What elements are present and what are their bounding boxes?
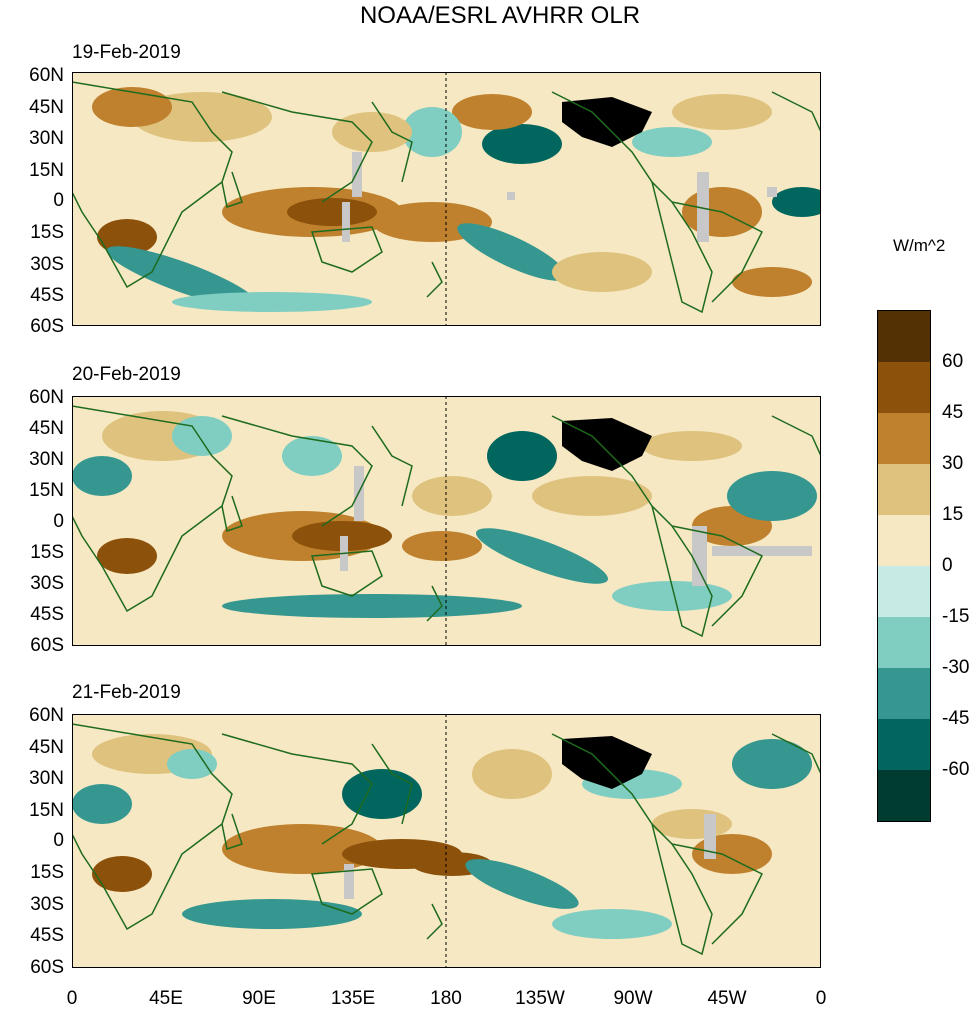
lon-label: 135E	[330, 988, 376, 1009]
lat-label: 45S	[30, 604, 64, 625]
lat-label: 15N	[29, 800, 64, 821]
lon-label: 0	[66, 988, 78, 1009]
lat-label: 60S	[30, 316, 64, 337]
colorbar-box	[878, 668, 930, 719]
lat-label: 60N	[29, 65, 64, 86]
lat-label: 45N	[29, 737, 64, 758]
colorbar-tick-label: 60	[942, 351, 964, 372]
colorbar	[877, 310, 931, 822]
lat-label: 30N	[29, 768, 64, 789]
lat-label: 30N	[29, 128, 64, 149]
colorbar-box	[878, 617, 930, 668]
lat-label: 15S	[30, 542, 64, 563]
colorbar-tick-label: -45	[942, 708, 970, 729]
colorbar-tick-label: 0	[942, 555, 953, 576]
lat-label: 30S	[30, 573, 64, 594]
lon-label: 45E	[149, 988, 183, 1009]
colorbar-box	[878, 566, 930, 617]
lat-label: 60N	[29, 387, 64, 408]
lat-label: 45N	[29, 97, 64, 118]
lat-label: 60S	[30, 957, 64, 978]
colorbar-tick-label: 15	[942, 504, 964, 525]
lon-label: 0	[815, 988, 827, 1009]
lon-label: 135W	[515, 988, 565, 1009]
colorbar-tick-label: -15	[942, 606, 970, 627]
olr-anomaly-map-3	[72, 714, 821, 968]
colorbar-tick-label: -60	[942, 759, 970, 780]
map-panel-3	[72, 714, 821, 968]
colorbar-box	[878, 719, 930, 770]
panel-date-3: 21-Feb-2019	[72, 682, 181, 703]
lon-label: 90E	[242, 988, 276, 1009]
panel-date-2: 20-Feb-2019	[72, 364, 181, 385]
lon-label: 180	[430, 988, 462, 1009]
lat-label: 45S	[30, 925, 64, 946]
figure-title: NOAA/ESRL AVHRR OLR	[359, 2, 641, 29]
colorbar-box	[878, 362, 930, 413]
colorbar-tick-label: -30	[942, 657, 970, 678]
colorbar-box	[878, 515, 930, 566]
lat-label: 30S	[30, 894, 64, 915]
colorbar-box	[878, 464, 930, 515]
lon-label: 90W	[613, 988, 653, 1009]
colorbar-box	[878, 413, 930, 464]
colorbar-units: W/m^2	[893, 236, 946, 255]
lat-label: 15N	[29, 160, 64, 181]
colorbar-tick-label: 45	[942, 402, 964, 423]
lat-label: 15S	[30, 862, 64, 883]
lat-label: 60N	[29, 705, 64, 726]
lat-label: 30S	[30, 254, 64, 275]
lat-label: 45S	[30, 285, 64, 306]
colorbar-tick-label: 30	[942, 453, 964, 474]
map-panel-2	[72, 396, 821, 646]
lat-label: 0	[53, 830, 64, 851]
panel-date-1: 19-Feb-2019	[72, 42, 181, 63]
lat-label: 15S	[30, 222, 64, 243]
lat-label: 0	[53, 190, 64, 211]
lat-label: 0	[53, 511, 64, 532]
lat-label: 45N	[29, 418, 64, 439]
lat-label: 60S	[30, 635, 64, 656]
colorbar-box	[878, 770, 930, 821]
olr-anomaly-map-2	[72, 396, 821, 646]
olr-anomaly-map-1	[72, 72, 821, 326]
lat-label: 30N	[29, 449, 64, 470]
lat-label: 15N	[29, 480, 64, 501]
lon-label: 45W	[707, 988, 747, 1009]
colorbar-box	[878, 311, 930, 362]
map-panel-1	[72, 72, 821, 326]
